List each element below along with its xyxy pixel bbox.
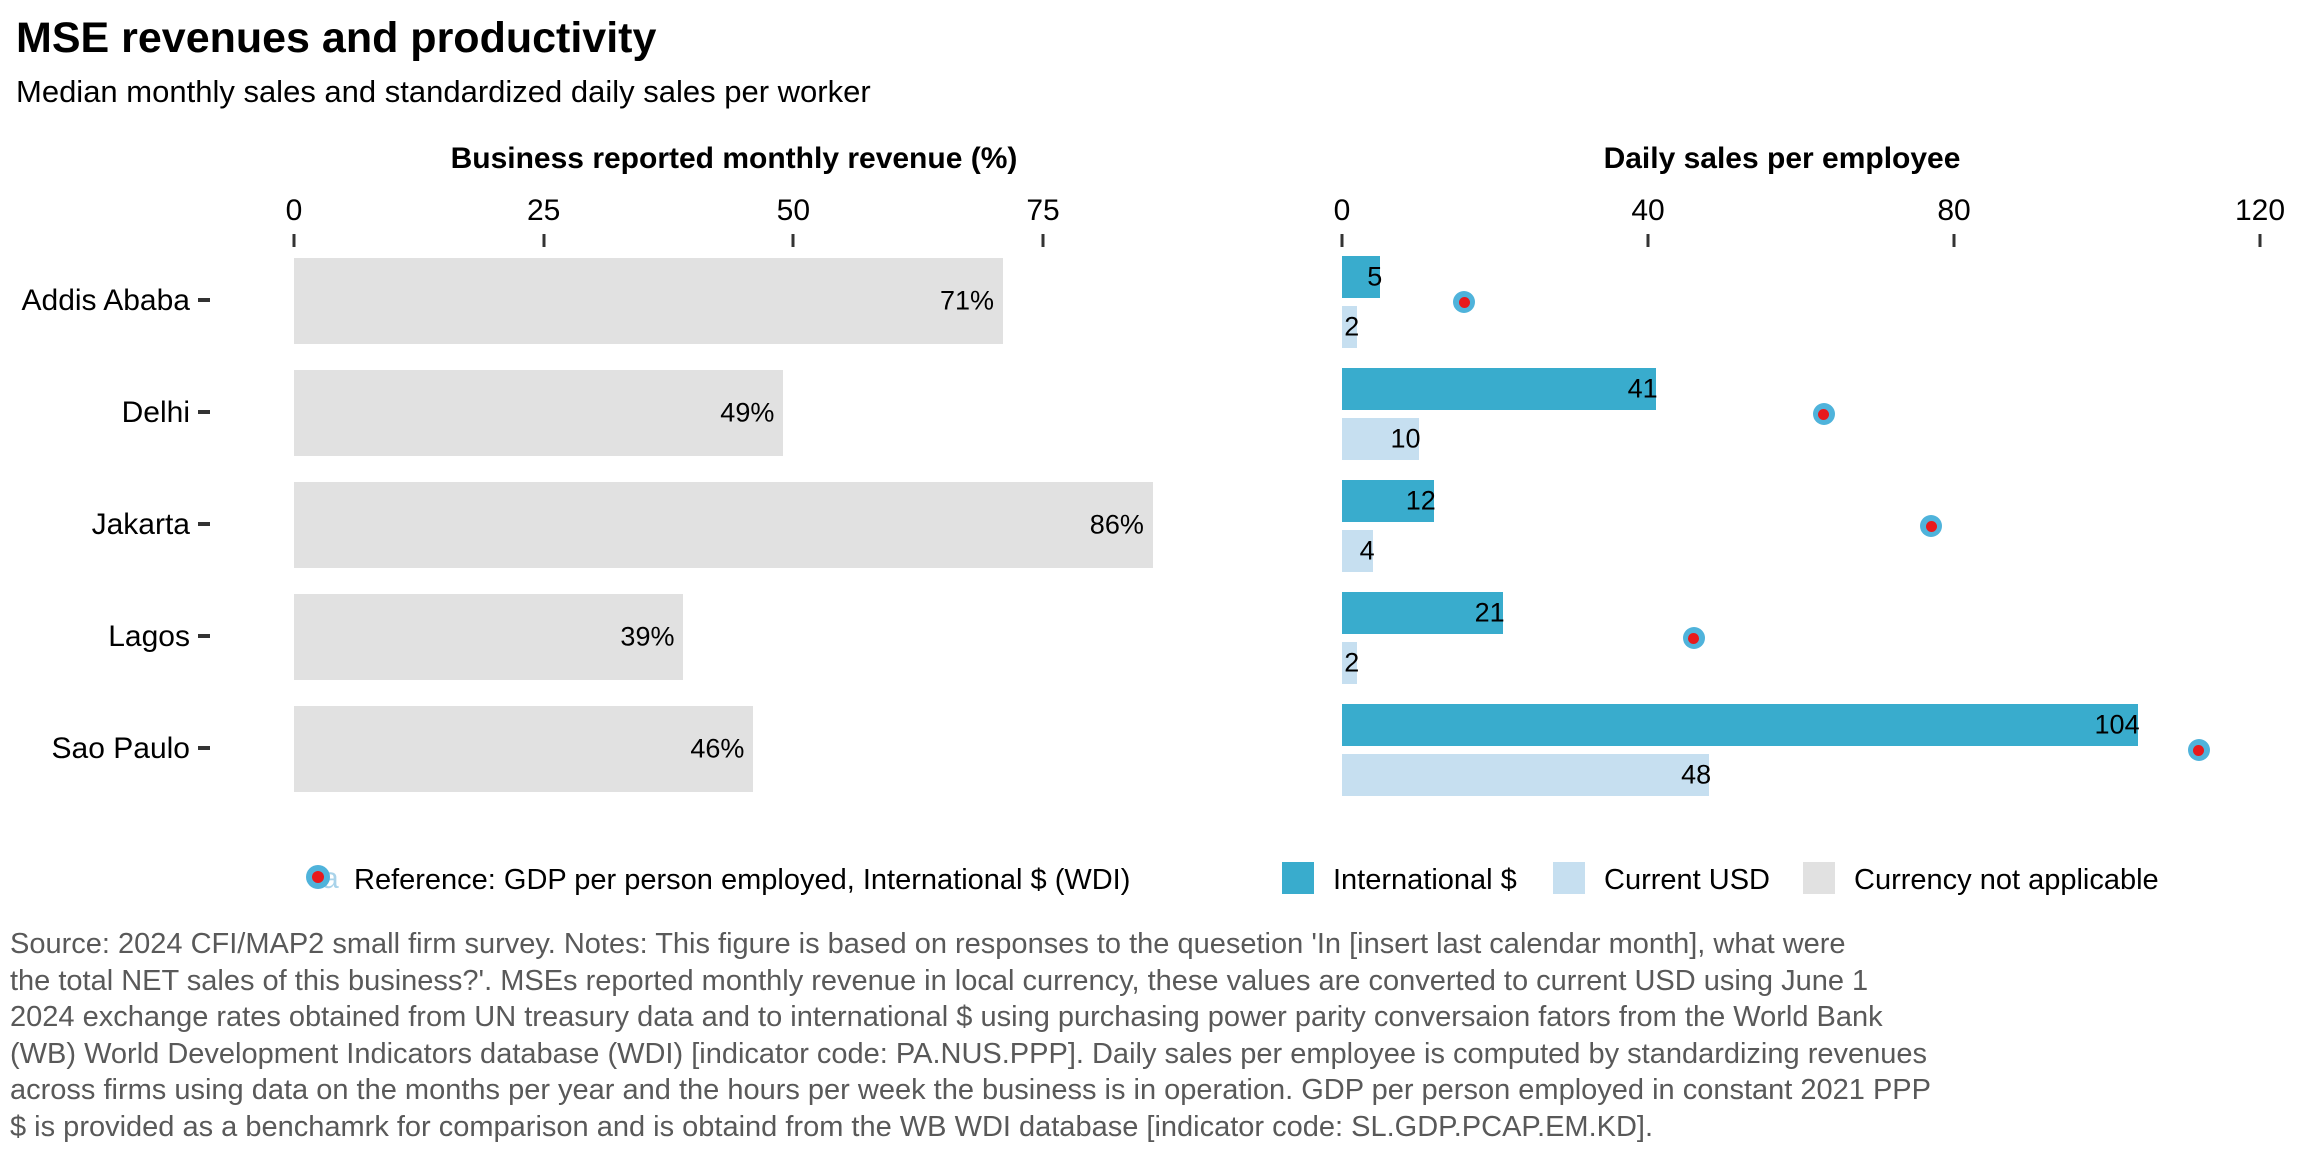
current-usd-bar: 2 xyxy=(1342,306,1360,348)
reference-legend-key: a xyxy=(306,860,352,900)
reference-dot-icon xyxy=(306,865,330,889)
axis-tick-mark xyxy=(292,234,296,247)
current-usd-bar-label: 48 xyxy=(1681,759,1712,790)
category-label: Sao Paulo xyxy=(51,732,190,765)
intl-dollar-bar: 12 xyxy=(1342,480,1436,522)
revenue-bar: 86% xyxy=(294,482,1153,568)
source-notes-line: Source: 2024 CFI/MAP2 small firm survey.… xyxy=(10,928,1846,960)
axis-tick-label: 0 xyxy=(1333,194,1351,227)
axis-tick-label: 75 xyxy=(1026,194,1060,227)
axis-tick-mark xyxy=(1340,234,1344,247)
current-usd-bar: 48 xyxy=(1342,754,1712,796)
source-notes-line: $ is provided as a benchamrk for compari… xyxy=(10,1110,1654,1143)
axis-tick-label: 50 xyxy=(776,194,811,227)
source-notes-line: the total NET sales of this business?'. … xyxy=(10,964,1869,997)
legend-swatch-international xyxy=(1282,862,1314,894)
intl-dollar-bar: 41 xyxy=(1342,368,1658,410)
reference-dot-center xyxy=(1818,408,1830,420)
category-label: Addis Ababa xyxy=(21,284,190,317)
axis-tick-mark xyxy=(2258,234,2262,247)
revenue-bar-label: 49% xyxy=(720,397,775,428)
legend-swatch-current-usd xyxy=(1553,862,1585,894)
reference-dot-center xyxy=(2193,744,2205,756)
intl-dollar-bar-label: 5 xyxy=(1367,261,1383,292)
legend-swatch-not-applicable xyxy=(1803,862,1835,894)
category-tick-mark xyxy=(198,298,210,302)
source-notes-line: 2024 exchange rates obtained from UN tre… xyxy=(10,1001,1883,1034)
revenue-bar: 39% xyxy=(294,594,684,680)
legend-label-current-usd: Current USD xyxy=(1604,864,1770,896)
legend-label-international: International $ xyxy=(1333,864,1517,896)
revenue-bar-label: 39% xyxy=(620,621,675,652)
axis-tick-mark xyxy=(791,234,795,247)
intl-dollar-bar: 5 xyxy=(1342,256,1383,298)
revenue-bar: 46% xyxy=(294,706,754,792)
reference-dot xyxy=(2187,739,2210,761)
current-usd-bar-label: 2 xyxy=(1344,311,1360,342)
reference-dot-center xyxy=(1925,520,1937,532)
current-usd-bar-label: 4 xyxy=(1359,535,1375,566)
current-usd-bar: 4 xyxy=(1342,530,1375,572)
page-title: MSE revenues and productivity xyxy=(16,14,657,62)
category-label: Delhi xyxy=(121,396,190,429)
reference-dot-center xyxy=(1458,296,1470,308)
revenue-bar: 49% xyxy=(294,370,784,456)
current-usd-bar-label: 10 xyxy=(1390,423,1421,454)
axis-tick-label: 25 xyxy=(526,194,561,227)
intl-dollar-bar-label: 21 xyxy=(1474,597,1505,628)
intl-dollar-bar-label: 12 xyxy=(1405,485,1436,516)
category-tick-mark xyxy=(198,410,210,414)
current-usd-bar: 10 xyxy=(1342,418,1421,460)
reference-dot xyxy=(1812,403,1835,425)
legend-label-not-applicable: Currency not applicable xyxy=(1854,864,2159,896)
source-notes-line: (WB) World Development Indicators databa… xyxy=(10,1037,1927,1070)
reference-legend-label: Reference: GDP per person employed, Inte… xyxy=(354,864,1131,896)
axis-tick-label: 0 xyxy=(285,194,303,227)
category-label: Lagos xyxy=(108,620,190,653)
source-notes-line: across firms using data on the months pe… xyxy=(10,1074,1931,1107)
axis-tick-mark xyxy=(1041,234,1045,247)
axis-tick-mark xyxy=(1646,234,1650,247)
category-tick-mark xyxy=(198,634,210,638)
axis-tick-label: 40 xyxy=(1631,194,1665,227)
category-tick-mark xyxy=(198,746,210,750)
current-usd-bar: 2 xyxy=(1342,642,1360,684)
revenue-bar-label: 46% xyxy=(690,733,745,764)
right-panel-title: Daily sales per employee xyxy=(1603,142,1961,175)
intl-dollar-bar-label: 104 xyxy=(2094,709,2140,740)
left-panel-title: Business reported monthly revenue (%) xyxy=(450,142,1018,175)
intl-dollar-bar: 21 xyxy=(1342,592,1505,634)
current-usd-bar-label: 2 xyxy=(1344,647,1360,678)
category-label: Jakarta xyxy=(91,508,190,541)
revenue-bar-label: 71% xyxy=(940,285,995,316)
axis-tick-label: 120 xyxy=(2234,194,2286,227)
intl-dollar-bar-label: 41 xyxy=(1627,373,1658,404)
revenue-bar: 71% xyxy=(294,258,1004,344)
source-notes: Source: 2024 CFI/MAP2 small firm survey.… xyxy=(10,926,2298,1146)
revenue-bar-label: 86% xyxy=(1089,509,1144,540)
reference-dot-center xyxy=(1688,632,1700,644)
reference-dot xyxy=(1920,515,1943,537)
category-tick-mark xyxy=(198,522,210,526)
intl-dollar-bar: 104 xyxy=(1342,704,2140,746)
axis-tick-mark xyxy=(1952,234,1956,247)
page-subtitle: Median monthly sales and standardized da… xyxy=(16,74,871,109)
axis-tick-label: 80 xyxy=(1937,194,1971,227)
reference-dot xyxy=(1682,627,1705,649)
axis-tick-mark xyxy=(542,234,546,247)
reference-dot xyxy=(1453,291,1476,313)
